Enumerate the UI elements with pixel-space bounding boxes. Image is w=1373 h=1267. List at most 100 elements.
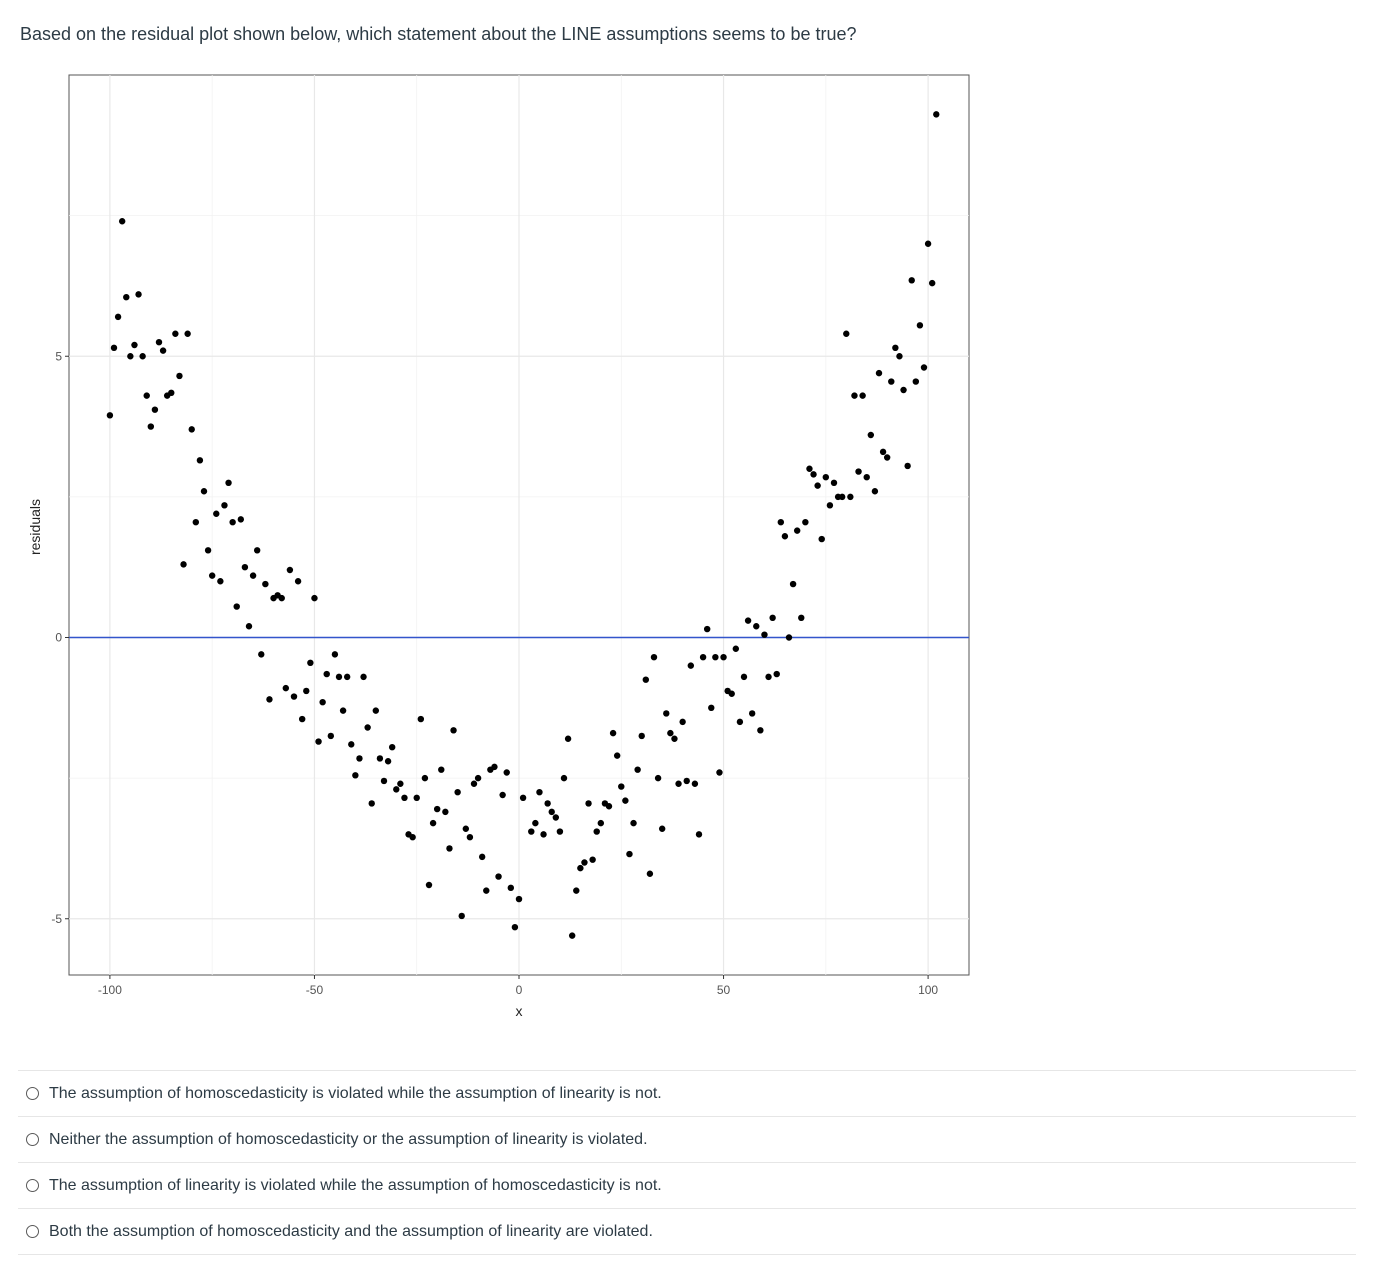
data-point	[421, 774, 429, 782]
data-point	[528, 828, 535, 835]
data-point	[671, 735, 678, 742]
data-point	[740, 673, 748, 681]
data-point	[470, 780, 478, 787]
data-point	[658, 825, 666, 832]
radio-button-icon[interactable]	[26, 1179, 39, 1192]
data-point	[360, 673, 367, 681]
x-tick-label: -50	[306, 983, 324, 997]
data-point	[548, 808, 555, 816]
data-point	[348, 741, 355, 748]
answer-option-3[interactable]: The assumption of linearity is violated …	[18, 1162, 1356, 1208]
data-point	[429, 819, 437, 827]
data-point	[127, 353, 134, 360]
data-point	[143, 392, 150, 399]
data-point	[577, 864, 584, 872]
data-point	[663, 710, 670, 717]
question-text: Based on the residual plot shown below, …	[20, 24, 857, 44]
data-point	[343, 673, 351, 681]
answer-option-2[interactable]: Neither the assumption of homoscedastici…	[18, 1116, 1356, 1162]
data-point	[286, 566, 294, 574]
data-point	[413, 794, 420, 802]
data-point	[568, 932, 576, 939]
data-point	[499, 791, 506, 799]
data-point	[748, 710, 756, 717]
data-point	[871, 488, 879, 495]
data-point	[188, 426, 195, 433]
data-point	[581, 859, 588, 866]
data-point	[491, 763, 498, 771]
data-point	[298, 715, 306, 723]
data-point	[597, 819, 605, 827]
data-point	[793, 527, 801, 534]
data-point	[208, 572, 216, 579]
answer-option-1[interactable]: The assumption of homoscedasticity is vi…	[18, 1070, 1356, 1116]
radio-button-icon[interactable]	[26, 1225, 39, 1238]
data-point	[433, 805, 441, 813]
data-point	[826, 502, 834, 509]
data-point	[802, 518, 809, 526]
data-point	[593, 828, 600, 835]
data-point	[761, 631, 768, 638]
data-point	[912, 378, 920, 385]
data-point	[384, 758, 392, 765]
data-point	[466, 833, 474, 841]
data-point	[278, 594, 285, 602]
data-point	[184, 330, 191, 337]
data-point	[503, 769, 510, 776]
data-point	[838, 493, 846, 501]
data-point	[589, 856, 596, 863]
data-point	[544, 800, 551, 807]
data-point	[552, 814, 560, 821]
data-point	[225, 479, 232, 487]
answer-option-4[interactable]: Both the assumption of homoscedasticity …	[18, 1208, 1356, 1255]
radio-button-icon[interactable]	[26, 1087, 39, 1100]
answer-list: The assumption of homoscedasticity is vi…	[18, 1070, 1356, 1255]
data-point	[507, 884, 515, 892]
data-point	[753, 623, 760, 630]
data-point	[307, 659, 314, 667]
data-point	[654, 774, 662, 782]
x-axis-label: x	[516, 1003, 523, 1019]
data-point	[262, 580, 269, 588]
data-point	[352, 772, 359, 779]
data-point	[110, 344, 118, 352]
radio-button-icon[interactable]	[26, 1133, 39, 1146]
data-point	[217, 578, 224, 585]
data-point	[908, 277, 915, 284]
data-point	[859, 392, 866, 399]
data-point	[519, 794, 527, 802]
data-point	[757, 727, 764, 734]
data-point	[213, 510, 220, 517]
data-point	[879, 448, 887, 456]
data-point	[646, 870, 654, 877]
data-point	[675, 780, 682, 787]
data-point	[221, 502, 228, 509]
data-point	[192, 518, 200, 526]
data-point	[667, 729, 674, 737]
answer-label: The assumption of homoscedasticity is vi…	[49, 1084, 662, 1102]
data-point	[716, 769, 723, 776]
data-point	[699, 653, 707, 661]
data-point	[474, 774, 482, 782]
data-point	[331, 651, 339, 658]
data-point	[196, 457, 204, 464]
data-point	[626, 850, 633, 858]
data-point	[609, 729, 617, 737]
data-points	[106, 111, 940, 939]
data-point	[679, 718, 686, 726]
data-point	[315, 738, 322, 745]
data-point	[695, 831, 703, 838]
data-point	[536, 788, 543, 796]
data-point	[892, 344, 899, 352]
data-point	[495, 873, 502, 880]
x-tick-label: 100	[918, 983, 938, 997]
data-point	[409, 833, 416, 841]
data-point	[703, 625, 711, 633]
data-point	[204, 547, 212, 554]
data-point	[933, 111, 940, 118]
data-point	[728, 690, 735, 697]
data-point	[781, 533, 789, 540]
residual-plot: -100 -50 0 50 100 -505 x residuals	[27, 74, 970, 1019]
data-point	[249, 572, 257, 579]
data-point	[376, 755, 384, 762]
